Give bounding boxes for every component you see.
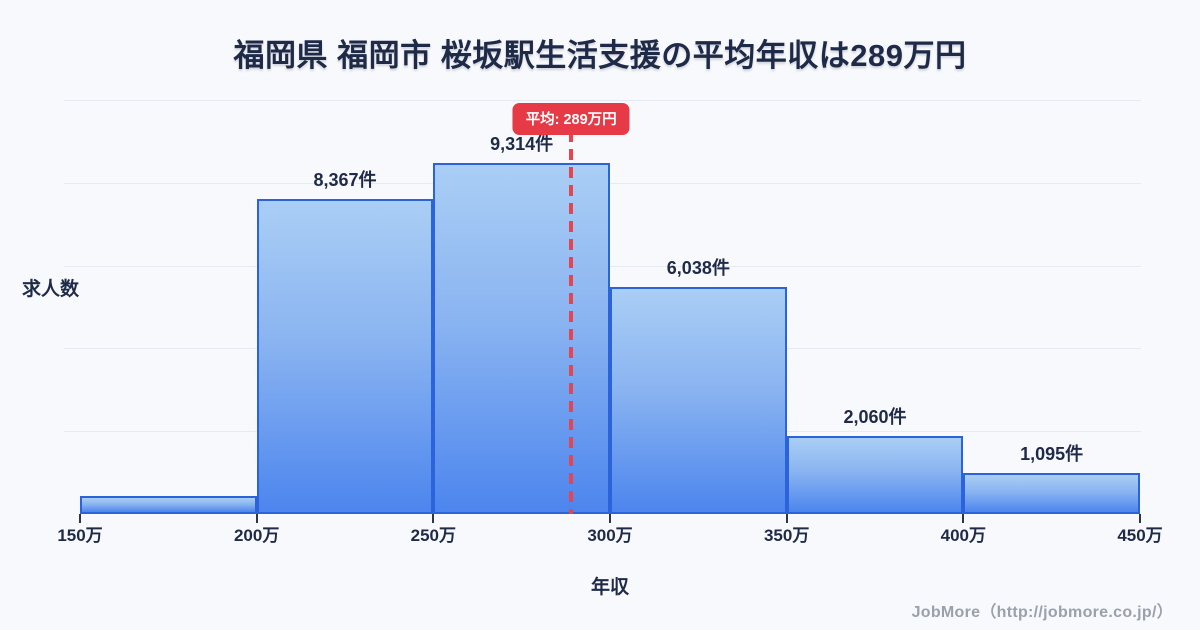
bar-value-label: 2,060件: [843, 407, 907, 428]
x-axis-tick: [609, 514, 611, 523]
average-dashed-line: [569, 131, 573, 514]
x-axis-tick: [255, 514, 258, 523]
x-axis-tick-label: 350万: [763, 526, 810, 545]
x-axis-tick-label: 250万: [410, 526, 457, 545]
plot-area: 8,367件 9,314件 6,038件 2,060件 1,095件: [64, 100, 1141, 514]
histogram-bar: [610, 286, 787, 514]
x-axis-tick: [785, 514, 788, 523]
x-axis-tick: [962, 514, 965, 523]
bar-value-label: 8,367件: [313, 170, 377, 191]
bar-value-label: 9,314件: [490, 134, 554, 155]
histogram-bar: [433, 163, 610, 514]
bar-value-label: 6,038件: [666, 257, 730, 278]
chart-title: 福岡県 福岡市 桜坂駅生活支援の平均年収は289万円: [233, 38, 967, 73]
histogram-bar: [786, 436, 964, 514]
x-axis-tick-label: 450万: [1117, 526, 1163, 545]
x-axis-tick-label: 150万: [57, 526, 103, 545]
x-axis-tick: [432, 514, 435, 523]
y-axis-label: 求人数: [22, 279, 80, 300]
average-badge: 平均: 289万円: [512, 103, 630, 135]
x-axis-tick-label: 200万: [233, 526, 280, 545]
footer-credit: JobMore（http://jobmore.co.jp/）: [911, 604, 1173, 621]
x-axis-tick: [79, 514, 81, 523]
x-axis-tick-label: 400万: [940, 526, 987, 545]
gridline: [64, 100, 1141, 101]
histogram-bar: [963, 472, 1140, 514]
x-axis-tick-label: 300万: [587, 526, 633, 545]
histogram-bar: [80, 495, 257, 514]
x-axis-tick: [1139, 514, 1141, 523]
histogram-bar: [256, 199, 434, 514]
x-axis-label: 年収: [590, 577, 629, 598]
bar-value-label: 1,095件: [1020, 443, 1084, 464]
